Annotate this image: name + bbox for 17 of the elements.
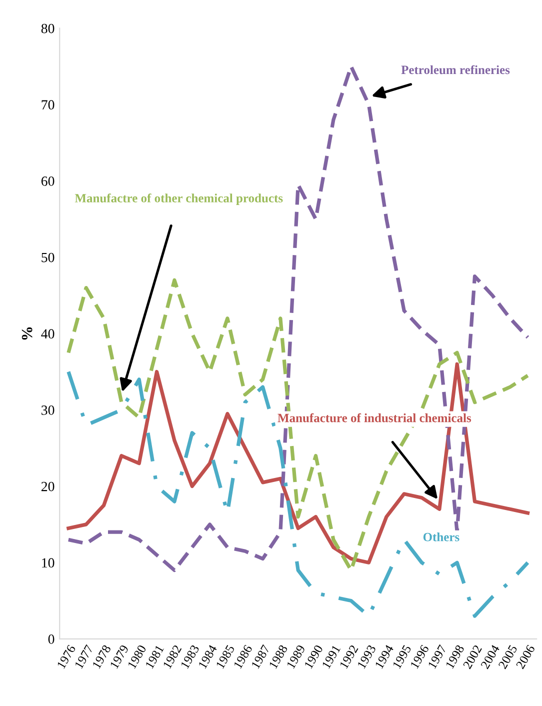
y-tick-label: 70 bbox=[42, 100, 54, 110]
y-axis-title: % bbox=[22, 327, 32, 340]
series-label: Others bbox=[423, 532, 460, 542]
y-tick-label: 60 bbox=[41, 176, 54, 186]
y-tick-label: 30 bbox=[42, 406, 54, 415]
line-series bbox=[66, 64, 530, 572]
y-tick-label: 20 bbox=[41, 482, 54, 492]
y-tick-label: 50 bbox=[42, 252, 54, 262]
text: Manufactre of other chemical products bbox=[74, 194, 283, 205]
text: Petroleum refineries bbox=[401, 65, 510, 74]
line-series bbox=[66, 362, 530, 564]
series-label: Manufacture of industrial chemicals bbox=[278, 413, 472, 422]
line-series bbox=[66, 370, 530, 618]
y-tick-label: 40 bbox=[41, 329, 54, 339]
y-tick-label: 10 bbox=[42, 558, 54, 568]
y-tick-label: 80 bbox=[41, 24, 54, 34]
y-tick-label: 0 bbox=[48, 634, 54, 644]
